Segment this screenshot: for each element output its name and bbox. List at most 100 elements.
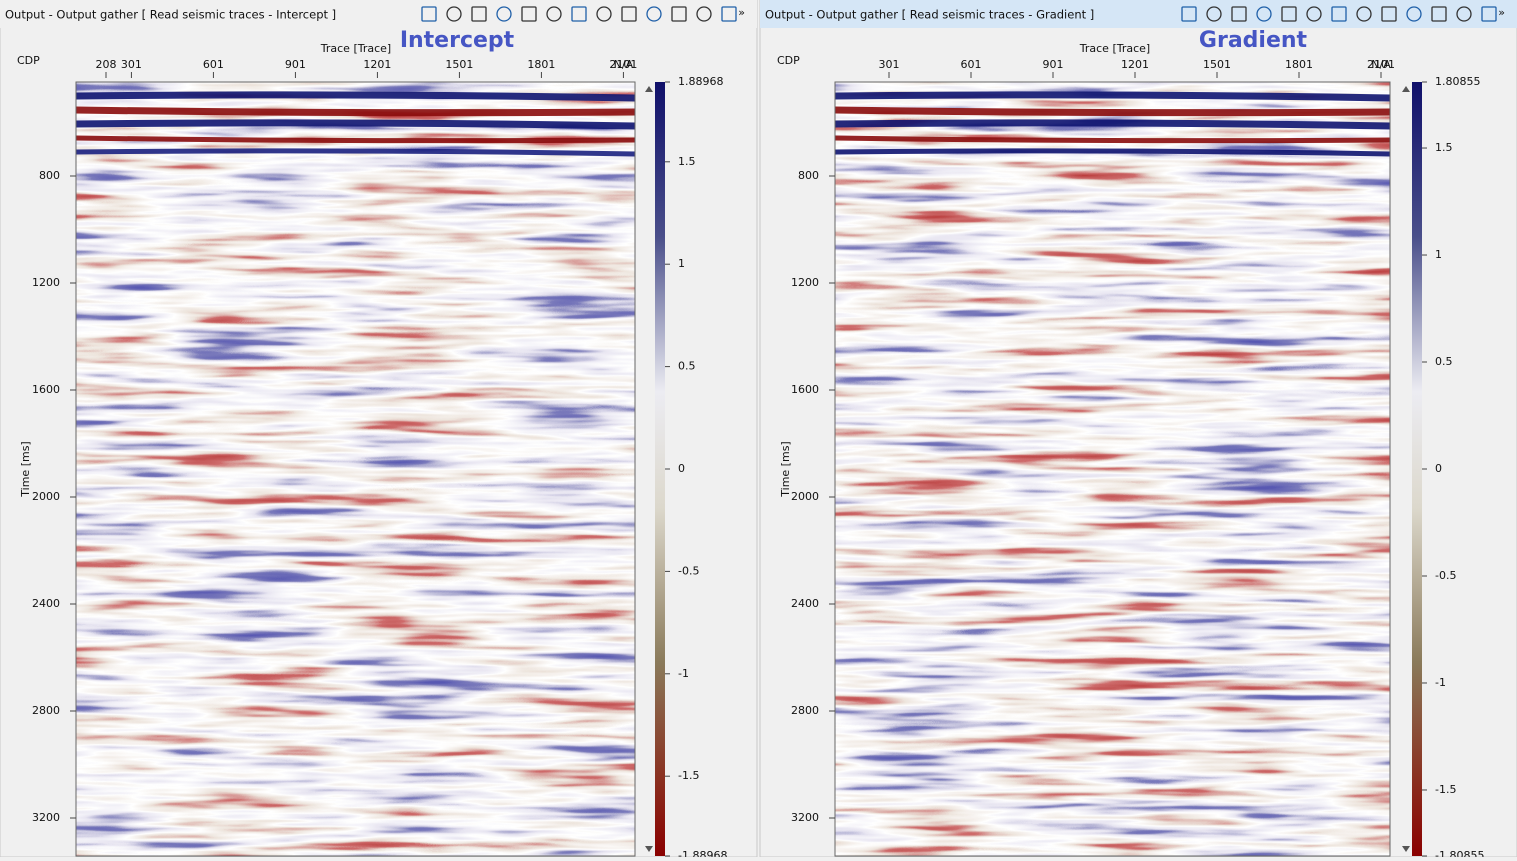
reflector (75, 91, 636, 102)
toolbar-button[interactable] (1481, 6, 1497, 22)
reflector (834, 106, 1391, 117)
x-tick-label: 1501 (1203, 58, 1231, 71)
seismic-image (835, 82, 1390, 856)
colorbar-tick-label: -0.5 (678, 564, 699, 577)
x-tick-label: 1801 (527, 58, 555, 71)
colorbar-tick-label: 1.5 (678, 155, 696, 168)
y-tick-label: 2800 (791, 704, 819, 717)
panel-title: Output - Output gather [ Read seismic tr… (765, 8, 1094, 22)
y-tick-label: 2400 (791, 597, 819, 610)
y-tick-label: 2800 (32, 704, 60, 717)
toolbar-button[interactable] (446, 6, 462, 22)
toolbar-button[interactable] (696, 6, 712, 22)
colorbar-scroll-up[interactable] (1402, 86, 1410, 92)
y-tick-label: 1600 (791, 383, 819, 396)
colorbar-tick-label: 0.5 (678, 360, 696, 373)
x-tick-label: 1801 (1285, 58, 1313, 71)
y-axis-label: Time [ms] (779, 441, 792, 497)
y-tick-label: 1200 (791, 276, 819, 289)
cdp-label: CDP (777, 54, 800, 67)
toolbar-button[interactable] (1231, 6, 1247, 22)
toolbar-button[interactable] (646, 6, 662, 22)
y-tick-label: 800 (39, 169, 60, 182)
y-tick-label: 2000 (32, 490, 60, 503)
plot-frame (834, 81, 1391, 857)
toolbar-button[interactable] (1456, 6, 1472, 22)
toolbar-button[interactable] (721, 6, 737, 22)
colorbar-min-label: -1.80855 (1435, 849, 1484, 857)
toolbar-button[interactable] (1206, 6, 1222, 22)
toolbar-button[interactable] (1406, 6, 1422, 22)
reflector (75, 106, 636, 117)
x-tick-label: 301 (879, 58, 900, 71)
toolbar-button[interactable] (546, 6, 562, 22)
overlay-label: Intercept (400, 28, 515, 53)
colorbar-tick-label: -1.5 (678, 769, 699, 782)
toolbar-button[interactable] (1306, 6, 1322, 22)
reflector (834, 91, 1391, 102)
x-tick-label: 1501 (445, 58, 473, 71)
toolbar-button[interactable] (1431, 6, 1447, 22)
colorbar (1412, 82, 1422, 856)
x-tick-label: 301 (121, 58, 142, 71)
y-tick-label: 1600 (32, 383, 60, 396)
toolbar-button[interactable] (571, 6, 587, 22)
panel-title: Output - Output gather [ Read seismic tr… (5, 8, 336, 22)
x-end-label: N/A (614, 58, 634, 71)
toolbar-button[interactable] (1356, 6, 1372, 22)
colorbar-scroll-up[interactable] (645, 86, 653, 92)
x-tick-label: 2101 (609, 58, 637, 71)
colorbar-min-label: -1.88968 (678, 849, 727, 857)
colorbar-scroll-down[interactable] (645, 846, 653, 852)
colorbar-tick-label: -0.5 (1435, 569, 1456, 582)
toolbar-button[interactable] (1181, 6, 1197, 22)
toolbar-button[interactable] (521, 6, 537, 22)
colorbar-tick-label: 0 (1435, 462, 1442, 475)
colorbar-tick-label: 1 (1435, 248, 1442, 261)
toolbar-button[interactable] (1256, 6, 1272, 22)
x-tick-label: 901 (285, 58, 306, 71)
toolbar-button[interactable] (496, 6, 512, 22)
toolbar-button[interactable] (621, 6, 637, 22)
colorbar (655, 82, 665, 856)
colorbar-tick-label: 1 (678, 257, 685, 270)
reflector (75, 119, 636, 130)
title-bar (0, 0, 757, 28)
toolbar-more[interactable]: » (738, 6, 745, 19)
x-tick-label: 2101 (1367, 58, 1395, 71)
cdp-label: CDP (17, 54, 40, 67)
toolbar-button[interactable] (671, 6, 687, 22)
x-axis-label: Trace [Trace] (1079, 42, 1150, 55)
y-tick-label: 2000 (791, 490, 819, 503)
reflector (75, 148, 636, 157)
toolbar-button[interactable] (1381, 6, 1397, 22)
y-tick-label: 800 (798, 169, 819, 182)
toolbar-button[interactable] (471, 6, 487, 22)
colorbar-tick-label: -1 (678, 667, 689, 680)
overlay-label: Gradient (1199, 28, 1308, 53)
y-tick-label: 2400 (32, 597, 60, 610)
title-bar (760, 0, 1517, 28)
toolbar-button[interactable] (421, 6, 437, 22)
plot-frame (75, 81, 636, 857)
x-tick-label: 901 (1043, 58, 1064, 71)
reflector (834, 135, 1391, 144)
toolbar-button[interactable] (1281, 6, 1297, 22)
y-axis-label: Time [ms] (19, 441, 32, 497)
toolbar-button[interactable] (596, 6, 612, 22)
colorbar-tick-label: -1.5 (1435, 783, 1456, 796)
y-tick-label: 3200 (791, 811, 819, 824)
toolbar-more[interactable]: » (1498, 6, 1505, 19)
x-tick-label: 601 (961, 58, 982, 71)
x-tick-label: 601 (203, 58, 224, 71)
colorbar-scroll-down[interactable] (1402, 846, 1410, 852)
colorbar-tick-label: 1.5 (1435, 141, 1453, 154)
seismic-image (76, 82, 635, 856)
toolbar-button[interactable] (1331, 6, 1347, 22)
colorbar-max-label: 1.88968 (678, 75, 724, 88)
reflector (75, 135, 636, 144)
x-end-label: N/A (1371, 58, 1391, 71)
colorbar-tick-label: 0 (678, 462, 685, 475)
